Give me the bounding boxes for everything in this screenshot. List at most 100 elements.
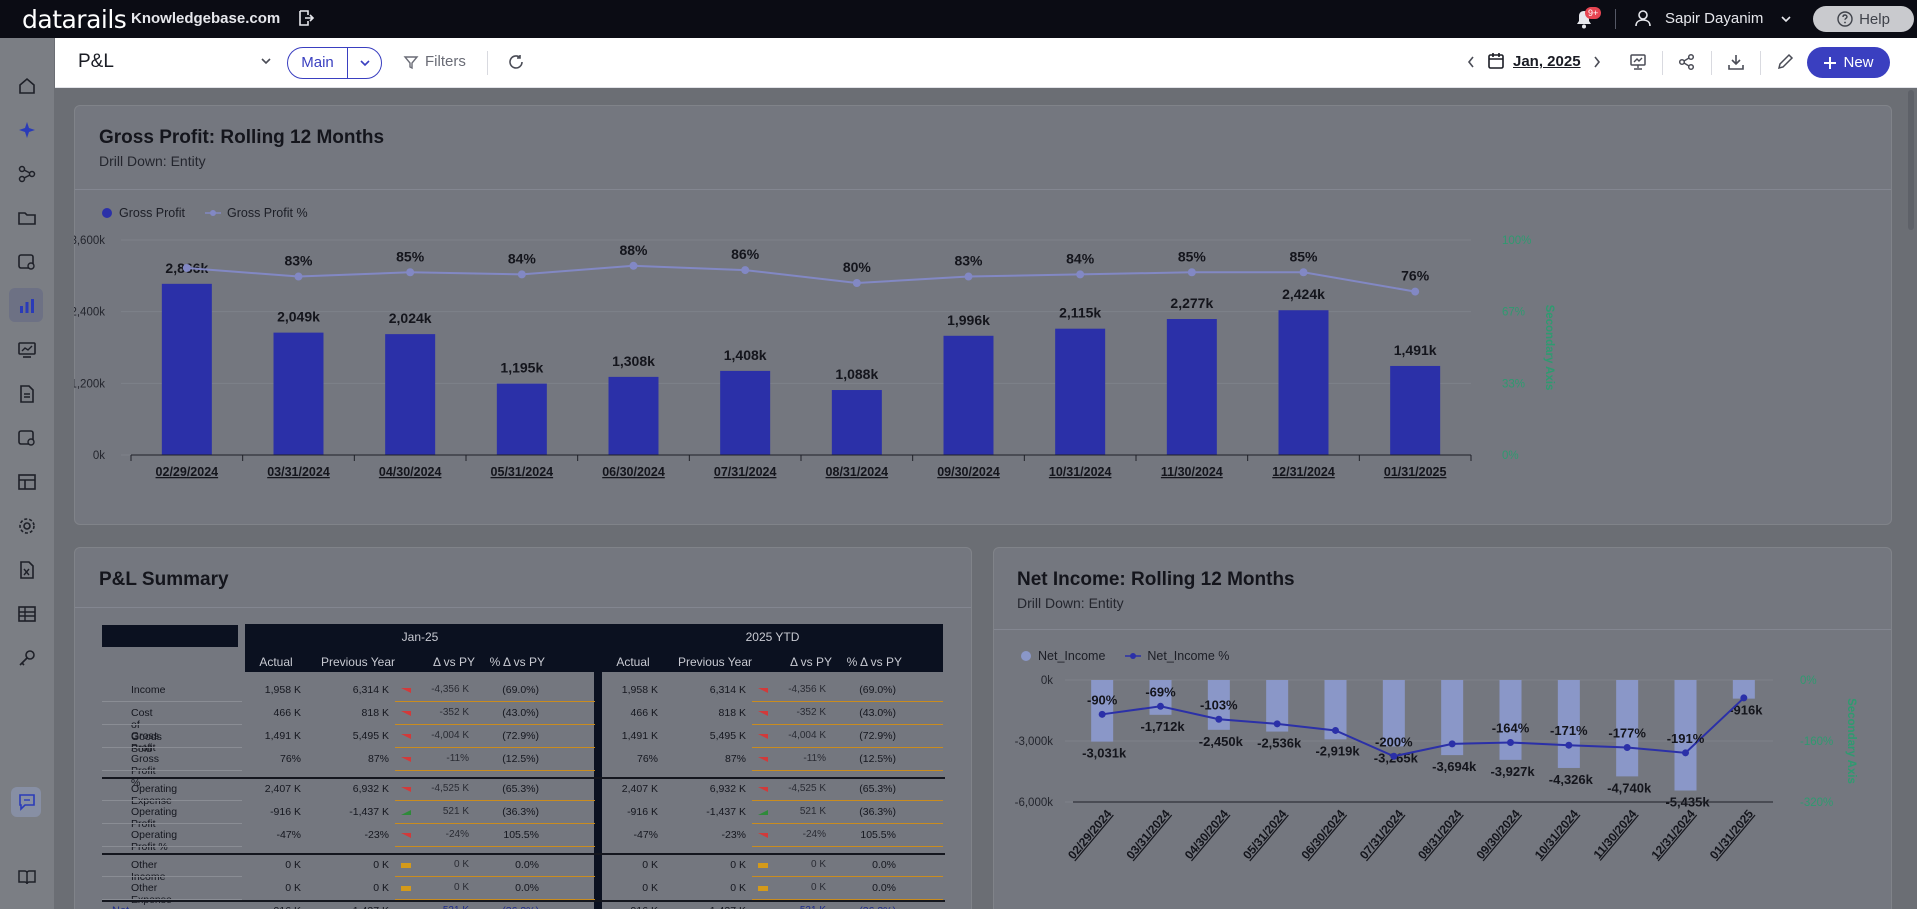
line-point [1098,710,1106,718]
line-data-label: 88% [619,242,648,258]
page-scrollbar[interactable] [1908,90,1914,230]
chevron-right-icon[interactable] [1592,55,1602,69]
folder-icon[interactable] [17,208,37,228]
legend-net-income[interactable]: Net_Income [1038,649,1106,663]
bar [720,370,771,455]
x-tick-label: 07/31/2024 [714,465,777,479]
key-icon[interactable] [17,648,37,668]
trend-down-icon [401,734,411,739]
line-point [629,261,638,270]
trend-down-icon [758,757,768,762]
row-divider [752,876,943,877]
bar-data-label: 1,408k [724,347,767,363]
legend-net-income-pct[interactable]: Net_Income % [1147,649,1230,663]
view-label[interactable]: Main [288,48,348,78]
legend-gross-profit-pct[interactable]: Gross Profit % [227,206,308,220]
flows-icon[interactable] [17,164,37,184]
excel-icon[interactable] [17,560,37,580]
help-button[interactable]: Help [1813,6,1914,32]
table-icon[interactable] [17,604,37,624]
row-label: Gross Profit [131,730,160,754]
period-header: 2025 YTD [602,624,943,650]
bar-data-label: 1,308k [612,353,655,369]
calendar-icon[interactable] [1487,52,1505,70]
line-point [406,268,415,277]
page-title[interactable]: P&L [78,51,114,72]
reports-icon[interactable] [17,296,37,316]
bar [1324,680,1347,740]
trend-flat-icon [758,886,768,891]
chevron-down-icon[interactable] [259,55,273,67]
filters-button[interactable]: Filters [403,53,466,70]
pct-delta-cell: (36.3%) [502,806,539,818]
value-cell: 818 K [718,707,746,719]
data-settings-icon[interactable] [17,252,37,272]
document-settings-icon[interactable] [17,428,37,448]
pct-delta-cell: 105.5% [503,829,539,841]
ai-sparkle-icon[interactable] [17,120,37,140]
refresh-icon[interactable] [507,53,525,71]
logout-icon[interactable] [297,9,315,27]
x-tick-label: 06/30/2024 [602,465,665,479]
datarails-logo[interactable]: datarails [22,5,127,34]
share-icon[interactable] [1678,53,1696,71]
bar [1266,680,1289,732]
workspace-name[interactable]: Knowledgebase.com [131,10,281,27]
book-icon[interactable] [17,867,37,887]
new-button[interactable]: New [1807,47,1890,78]
bar-data-label: 2,424k [1282,286,1325,302]
chevron-left-icon[interactable] [1466,55,1476,69]
presentation-icon[interactable] [1629,53,1647,71]
legend-marker-net-income [1021,651,1031,661]
row-divider [395,701,595,702]
pct-delta-cell: (12.5%) [502,753,539,765]
group-separator [594,624,602,909]
bar [1441,680,1464,756]
layout-icon[interactable] [17,472,37,492]
download-icon[interactable] [1727,53,1745,71]
bar-data-label: -4,740k [1607,780,1652,795]
line-data-label: 85% [396,248,425,264]
dashboard-icon[interactable] [17,340,37,360]
user-icon[interactable] [1634,9,1652,27]
delta-cell: 521 K [799,806,826,817]
trend-flat-icon [401,863,411,868]
new-label: New [1843,54,1874,71]
trend-down-icon [758,711,768,716]
settings-icon[interactable] [17,516,37,536]
user-name[interactable]: Sapir Dayanim [1665,10,1764,27]
y-tick-label: -3,000k [1015,736,1054,748]
line-data-label: -171% [1550,723,1588,738]
documents-icon[interactable] [17,384,37,404]
column-header-row [245,650,595,672]
line-point [1273,720,1281,728]
bar [1055,328,1106,455]
view-dropdown[interactable] [348,48,381,78]
chat-icon[interactable] [17,792,37,812]
row-divider [752,846,943,847]
legend-gross-profit[interactable]: Gross Profit [119,206,185,220]
row-label: Gross Profit % [131,753,160,789]
y-tick-label: 2,400k [74,307,105,319]
value-cell: -47% [276,829,301,841]
card-title: P&L Summary [99,569,229,590]
line-data-label: 84% [1066,250,1095,266]
x-tick-label: 07/31/2024 [1357,807,1407,862]
edit-pencil-icon[interactable] [1776,53,1794,71]
row-divider [395,800,595,801]
delta-cell: -4,004 K [431,730,469,741]
home-icon[interactable] [17,76,37,96]
divider [75,189,1891,190]
divider [487,51,488,75]
line-data-label: -177% [1608,725,1646,740]
view-selector[interactable]: Main [287,47,382,79]
y-tick-label: 1,200k [74,378,105,390]
chevron-down-icon[interactable] [1780,14,1792,24]
delta-cell: -24% [802,829,826,840]
row-label: Income [131,684,166,696]
section-divider [102,777,945,779]
delta-cell: 521 K [442,806,469,817]
date-selector[interactable]: Jan, 2025 [1513,53,1581,70]
value-cell: -1,437 K [664,905,746,909]
delta-cell: -24% [445,829,469,840]
